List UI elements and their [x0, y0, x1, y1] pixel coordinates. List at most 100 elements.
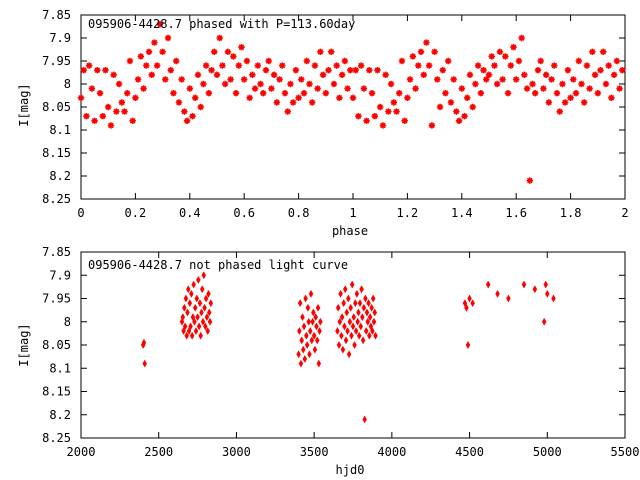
- data-point: [357, 62, 365, 69]
- data-point: [559, 80, 566, 88]
- data-point: [373, 331, 378, 340]
- x-tick-labels: 2000 2500 3000 3500 4000 4500 5000 5500: [67, 252, 639, 459]
- data-point: [567, 94, 574, 101]
- data-point: [341, 57, 349, 65]
- data-point: [164, 34, 172, 42]
- data-point: [458, 85, 465, 92]
- data-point: [297, 327, 302, 336]
- y-tick-label: 7.95: [42, 54, 71, 68]
- data-point: [404, 94, 411, 101]
- data-point: [586, 85, 593, 92]
- data-point: [545, 99, 553, 106]
- data-point: [202, 62, 210, 69]
- data-point: [148, 71, 155, 78]
- data-point: [521, 71, 528, 78]
- data-point: [305, 303, 311, 312]
- data-point: [352, 340, 357, 350]
- data-point: [420, 71, 427, 78]
- data-point: [556, 108, 563, 115]
- data-point: [385, 108, 392, 115]
- data-point: [369, 303, 374, 312]
- data-point: [610, 71, 618, 78]
- data-point: [434, 76, 441, 83]
- data-point: [352, 67, 359, 74]
- data-point: [191, 280, 196, 289]
- data-point: [185, 285, 191, 294]
- data-point: [353, 299, 358, 308]
- data-point: [213, 71, 221, 78]
- data-point: [170, 90, 177, 97]
- data-point: [360, 336, 366, 345]
- x-tick-label: 0.6: [233, 206, 255, 220]
- data-point: [581, 99, 588, 106]
- data-point: [134, 76, 142, 83]
- data-point: [339, 331, 344, 340]
- data-point: [188, 322, 193, 331]
- y-tick-label: 8.1: [49, 123, 71, 137]
- data-point: [477, 90, 485, 97]
- data-point: [298, 359, 304, 368]
- y-tick-labels: 7.85 7.9 7.95 8 8.05 8.1 8.15 8.2 8.25: [42, 245, 625, 445]
- data-point: [308, 289, 314, 298]
- data-point: [270, 71, 278, 78]
- data-point: [260, 90, 267, 97]
- data-point: [203, 322, 208, 331]
- data-point: [143, 62, 150, 69]
- x-tick-label: 4500: [455, 445, 484, 459]
- data-point: [354, 289, 360, 298]
- data-point: [287, 80, 294, 88]
- data-point: [202, 303, 207, 312]
- data-point: [113, 108, 120, 115]
- data-point: [529, 80, 536, 88]
- data-point: [594, 90, 601, 97]
- data-point: [205, 327, 210, 336]
- data-point: [367, 331, 372, 340]
- data-point: [425, 62, 433, 69]
- data-point: [366, 299, 371, 308]
- data-point: [534, 67, 542, 74]
- data-point: [564, 67, 572, 74]
- data-point: [300, 345, 306, 354]
- data-point: [230, 53, 237, 60]
- data-point: [544, 289, 550, 298]
- data-point: [315, 303, 321, 312]
- data-point: [257, 80, 264, 88]
- data-point: [470, 299, 475, 308]
- data-point: [249, 71, 256, 78]
- data-point: [246, 94, 253, 101]
- x-tick-label: 0.4: [179, 206, 201, 220]
- data-point: [241, 76, 248, 83]
- data-point: [77, 94, 85, 101]
- data-point: [301, 322, 307, 331]
- data-point: [309, 336, 315, 345]
- data-point: [304, 331, 309, 340]
- data-point: [356, 331, 362, 340]
- data-point: [227, 76, 234, 83]
- data-point: [510, 44, 517, 51]
- data-point: [132, 94, 139, 101]
- x-tick-label: 4000: [377, 445, 406, 459]
- data-point: [345, 327, 350, 336]
- data-point: [551, 62, 558, 69]
- data-point: [192, 317, 197, 326]
- data-point: [311, 331, 317, 340]
- data-point: [541, 317, 547, 326]
- x-tick-label: 1: [349, 206, 356, 220]
- data-point: [311, 308, 316, 317]
- data-point: [340, 345, 346, 354]
- data-point: [431, 48, 438, 55]
- x-tick-label: 1.6: [505, 206, 527, 220]
- data-point: [193, 327, 199, 336]
- x-tick-label: 0.2: [125, 206, 147, 220]
- data-point: [311, 62, 319, 69]
- data-point: [361, 303, 367, 312]
- data-point: [616, 85, 623, 92]
- data-point: [359, 285, 364, 294]
- data-point: [211, 48, 218, 55]
- data-point: [126, 57, 134, 65]
- data-point: [96, 90, 104, 97]
- data-point: [346, 350, 352, 359]
- data-point: [216, 34, 223, 42]
- data-point: [342, 285, 348, 294]
- data-point: [526, 177, 533, 184]
